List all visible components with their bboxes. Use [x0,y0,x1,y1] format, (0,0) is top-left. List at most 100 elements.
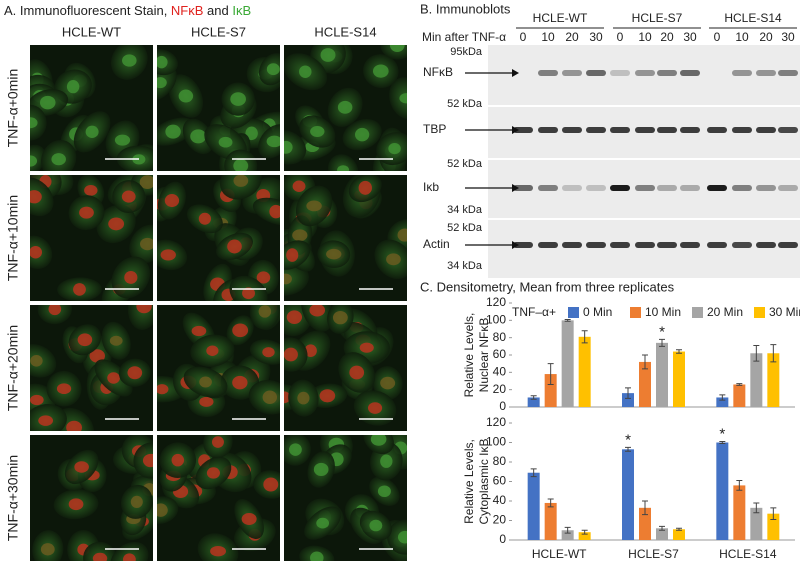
y-axis-title: Nuclear NFκB [477,318,491,393]
nucleus [89,349,106,363]
nucleus [121,190,136,203]
bar [716,397,729,407]
arrow-head [512,241,519,249]
cells [32,435,153,561]
nucleus [30,190,42,204]
bar [733,384,746,407]
column-header: HCLE-S14 [314,24,376,39]
size-marker: 34 kDa [447,260,483,272]
time-label: 20 [565,30,579,44]
y-tick-label: 40 [493,493,507,507]
nucleus [358,180,372,195]
band [657,185,677,191]
nucleus [206,467,220,479]
nucleus [310,551,324,561]
nucleus [389,45,405,52]
band [732,242,752,248]
y-tick-label: 60 [493,347,507,361]
panel-c-title: C. Densitometry, Mean from three replica… [420,279,675,294]
nucleus [399,93,407,104]
nucleus [30,354,43,367]
nucleus [227,239,242,254]
nucleus [136,305,152,314]
time-label: Min after TNF-α [422,30,506,44]
nucleus [142,453,153,468]
nucleus [263,477,279,492]
nucleus [262,390,278,404]
significance: * [659,323,665,340]
nucleus [140,237,153,251]
nucleus [211,436,224,448]
cells [30,305,153,431]
error-bar [753,502,760,514]
micrograph [157,45,280,171]
blot-strip [488,220,800,278]
error-bar [530,468,537,478]
time-label: 0 [520,30,527,44]
error-bar [530,395,537,400]
band [562,185,582,191]
nucleus [380,376,396,390]
micrograph [157,305,280,431]
nucleus [38,415,54,426]
nucleus [284,140,293,154]
y-tick-label: 40 [493,365,507,379]
nucleus [245,126,258,141]
nucleus [73,283,86,296]
size-marker: 52 kDa [447,222,483,234]
band [635,70,655,76]
error-bar [659,338,665,347]
band [635,185,655,191]
nucleus [40,543,55,556]
cells [157,175,280,301]
band [732,127,752,133]
band [586,242,606,248]
nucleus [107,372,120,384]
band [562,242,582,248]
nucleus [123,553,136,561]
nucleus [368,402,383,414]
nucleus [198,212,211,225]
nucleus [397,228,407,242]
bar [527,397,540,407]
nucleus [241,513,257,525]
x-tick-label: HCLE-WT [532,547,587,561]
nucleus [299,65,312,78]
band [610,127,630,133]
nucleus [316,517,330,529]
band [756,242,776,248]
nucleus [326,248,342,260]
nucleus [66,80,80,94]
band [732,185,752,191]
bar [750,353,763,407]
nucleus [74,461,89,473]
nucleus [77,333,93,347]
nucleus [199,376,212,388]
title-part: and [203,3,232,18]
time-label: 10 [735,30,749,44]
band [707,242,727,248]
band [586,70,606,76]
band [635,127,655,133]
band [778,185,798,191]
error-bar [625,387,631,399]
nucleus [292,229,308,242]
bar [639,361,651,407]
nucleus [386,253,401,266]
nucleus [266,135,280,148]
error-bar [770,507,777,521]
micrograph [30,175,153,301]
error-bar [547,363,554,385]
nucleus [332,310,348,325]
error-bar [719,441,726,444]
y-tick-label: 100 [486,313,506,327]
time-label: 10 [541,30,555,44]
nucleus [337,100,353,114]
error-bar [753,344,760,362]
nucleus [157,503,168,517]
micrograph [157,175,280,301]
nucleus [232,323,249,338]
legend-title: TNF–α+ [512,305,556,319]
nucleus [256,271,271,284]
time-label: 0 [714,30,721,44]
